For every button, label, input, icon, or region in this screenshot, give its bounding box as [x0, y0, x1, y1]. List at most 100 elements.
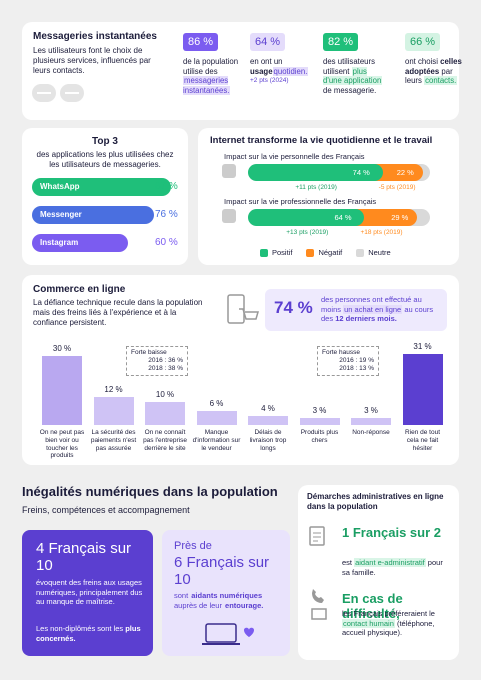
headline: 1 Français sur 2: [342, 525, 441, 540]
bar: [196, 411, 237, 425]
callout: 74 % des personnes ont effectué au moins…: [265, 289, 447, 331]
text: est aidant e-administratif pour sa famil…: [342, 558, 452, 577]
annotation: Forte baisse 2016 : 36 % 2018 : 38 %: [126, 346, 188, 376]
bar-label: 10 %: [155, 390, 175, 399]
app-value: 60 %: [155, 237, 178, 248]
legend-item: Neutre: [356, 248, 391, 257]
text-segment: aidants numériques: [191, 591, 263, 600]
app-bar: [32, 206, 154, 224]
text-segment: messageries instantanées.: [183, 76, 231, 95]
legend-label: Positif: [272, 248, 293, 257]
card-messageries: Messageries instantanées Les utilisateur…: [22, 22, 462, 120]
stat-value: 66 %: [405, 33, 441, 51]
text: les Français préféreraient le contact hu…: [342, 609, 452, 638]
text-segment: un achat en ligne: [343, 304, 403, 314]
section-title: Inégalités numériques dans la population: [22, 484, 278, 499]
stat-text: en ont un usagequotidien.: [250, 57, 314, 76]
stat: 86 % de la population utilise des message…: [183, 32, 247, 95]
stat-text: de la population utilise des messageries…: [183, 57, 247, 95]
app-value: 76 %: [155, 209, 178, 220]
positive-bar: [248, 209, 365, 226]
title: Messageries instantanées: [33, 31, 157, 42]
category-label: La sécurité des paiements n'est pas assu…: [90, 429, 137, 452]
annotation-line: 2018 : 38 %: [148, 365, 183, 372]
positive-change: +13 pts (2019): [286, 229, 329, 236]
text-segment: contact humain: [342, 618, 395, 628]
text-segment: de messagerie.: [323, 85, 377, 95]
legend-label: Négatif: [318, 248, 343, 257]
text-segment: au cours des: [321, 304, 434, 324]
negative-change: -5 pts (2019): [378, 184, 416, 191]
row-label: Impact sur la vie professionnelle des Fr…: [224, 197, 377, 206]
callout-value: 74 %: [274, 298, 313, 317]
text-segment: sont: [174, 591, 191, 600]
legend-swatch: [306, 248, 315, 257]
bar: [93, 397, 134, 425]
text-segment: des utilisateurs utilisent: [323, 57, 376, 76]
text-segment: plus concernés.: [36, 624, 141, 643]
category-label: Produits plus chers: [300, 429, 339, 444]
note: Les non-diplômés sont les plus concernés…: [36, 624, 146, 643]
stat-value: 64 %: [250, 33, 286, 51]
bar: [402, 353, 443, 425]
stat-value: 86 %: [183, 33, 219, 51]
text-segment: des personnes ont effectué au moins: [321, 295, 422, 314]
stat-text: ont choisi celles adoptées par leurs con…: [405, 57, 469, 86]
stat: 66 % ont choisi celles adoptées par leurs…: [405, 32, 469, 86]
category-label: On ne peut pas bien voir ou toucher les …: [39, 429, 85, 460]
text-segment: entourage.: [225, 600, 264, 610]
subtitle: des applications les plus utilisées chez…: [36, 150, 174, 169]
positive-change: +11 pts (2019): [295, 184, 337, 191]
stat: 64 % en ont un usagequotidien. +2 pts (202…: [250, 32, 314, 84]
cart-icon: [227, 294, 259, 324]
annotation-title: Forte baisse: [131, 349, 167, 356]
negative-bar: [356, 209, 418, 226]
negative-label: 29 %: [391, 213, 409, 222]
text-segment: de la population utilise des: [183, 57, 239, 76]
legend-swatch: [356, 248, 365, 257]
bar-label: 3 %: [364, 406, 378, 416]
title: Commerce en ligne: [33, 284, 126, 295]
text-segment: contacts.: [424, 76, 458, 85]
stat-value: 82 %: [323, 33, 359, 51]
title: Démarches administratives en ligne dans …: [307, 492, 444, 511]
positive-label: 64 %: [334, 213, 352, 222]
app-value: 87 %: [155, 181, 178, 192]
callout-text: des personnes ont effectué au moins un a…: [321, 295, 443, 324]
icons: [309, 526, 327, 620]
stat-note: +2 pts (2024): [250, 77, 289, 84]
bar-label: 4 %: [261, 403, 275, 413]
category-label: Non-réponse: [352, 429, 390, 436]
text: sont aidants numériques auprès de leur e…: [174, 591, 274, 610]
card-commerce: Commerce en ligne La défiance technique …: [22, 275, 459, 465]
chat-icon: [32, 84, 84, 102]
text-segment: 12 derniers mois.: [335, 314, 397, 323]
legend: Positif Négatif Neutre: [260, 248, 391, 257]
headline: En cas de difficulté,: [342, 591, 403, 621]
stat: 82 % des utilisateurs utilisent plus d'un…: [323, 32, 387, 95]
legend-item: Positif: [260, 248, 292, 257]
text-segment: auprès de leur: [174, 600, 225, 610]
bar-label: 31 %: [413, 341, 432, 351]
app-bar: [32, 178, 172, 196]
annotation-title: Forte hausse: [322, 349, 360, 356]
title: Top 3: [92, 136, 118, 147]
text-segment: les Français préféreraient le: [342, 609, 435, 618]
text: Les utilisateurs font le choix de plusie…: [33, 46, 151, 75]
text-segment: aidant e-administratif: [354, 558, 426, 567]
bar: [248, 415, 288, 425]
card-top3: Top 3 des applications les plus utilisée…: [22, 128, 188, 265]
text-segment: (téléphone, accueil physique).: [342, 618, 435, 638]
headline-prefix: Près de: [174, 540, 212, 552]
row-label: Impact sur la vie personnelle des França…: [224, 152, 365, 161]
bar-label: 6 %: [209, 399, 224, 409]
positive-bar: [248, 164, 383, 181]
bar: [145, 402, 185, 425]
legend-label: Neutre: [368, 248, 391, 257]
text-segment: quotidien.: [272, 66, 309, 76]
card-freins: 4 Français sur 10 évoquent des freins au…: [22, 530, 153, 656]
text-segment: ont choisi: [405, 57, 441, 66]
text-segment: en ont un: [250, 57, 283, 66]
text: La défiance technique recule dans la pop…: [33, 298, 203, 327]
positive-label: 74 %: [352, 168, 370, 177]
